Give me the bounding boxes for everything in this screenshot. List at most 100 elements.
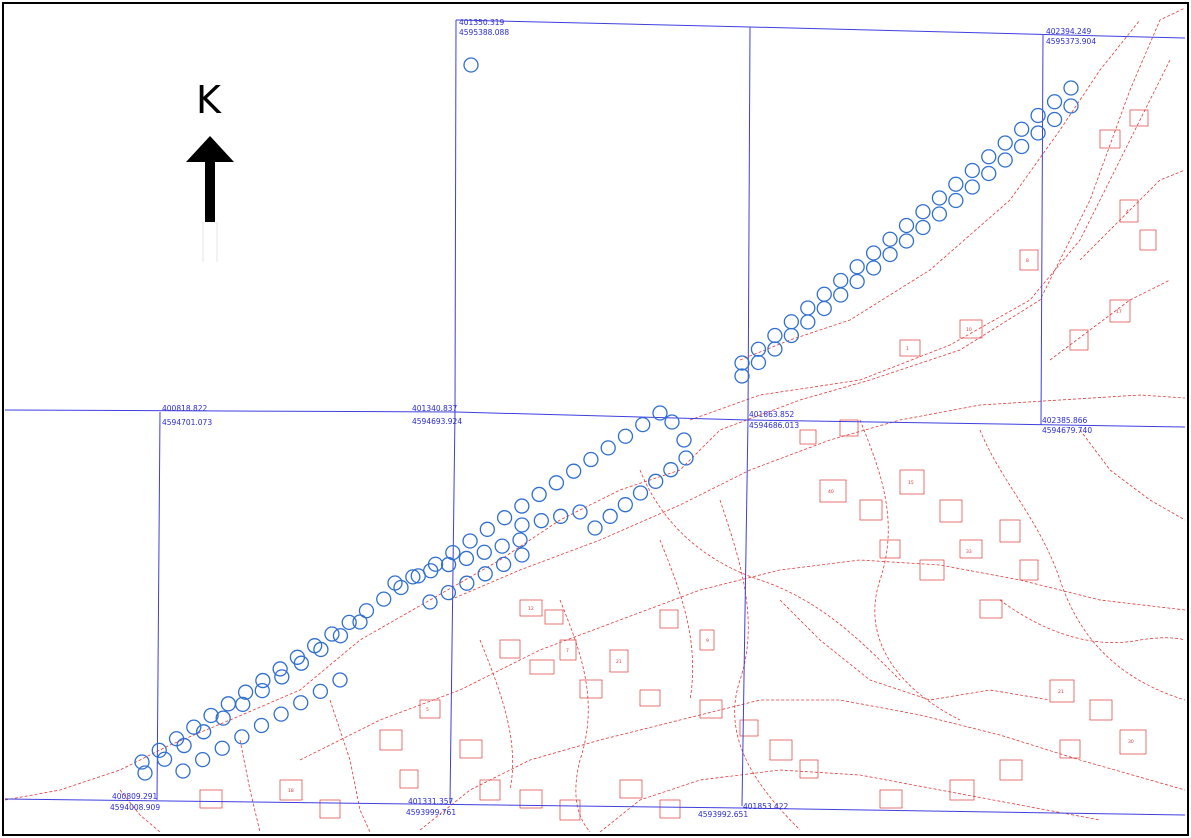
survey-marker [462, 533, 478, 549]
survey-marker [800, 300, 816, 316]
grid-label: 401853.422 [743, 802, 789, 811]
survey-marker [948, 192, 964, 209]
survey-marker [137, 765, 153, 781]
grid-label: 401350.319 [459, 18, 505, 27]
svg-text:17: 17 [1116, 309, 1122, 315]
north-arrow: K [186, 78, 234, 262]
survey-marker [648, 473, 664, 489]
svg-text:12: 12 [528, 606, 534, 612]
survey-marker [898, 217, 915, 234]
survey-marker [882, 246, 898, 263]
grid-label: 4594693.924 [412, 417, 462, 426]
survey-marker [783, 327, 799, 344]
survey-marker [151, 742, 167, 759]
survey-marker [1030, 125, 1046, 141]
survey-marker [663, 462, 679, 478]
survey-marker [865, 260, 882, 276]
survey-marker [617, 428, 634, 444]
survey-marker [678, 450, 694, 466]
survey-marker [898, 233, 915, 249]
survey-marker [915, 219, 931, 236]
svg-text:8: 8 [1026, 258, 1029, 264]
grid-label: 400809.291 [112, 792, 158, 801]
survey-marker [964, 162, 980, 179]
survey-marker [882, 231, 898, 247]
svg-text:18: 18 [288, 788, 294, 794]
grid-label: 4595388.088 [459, 28, 509, 37]
survey-marker [220, 696, 236, 712]
survey-marker [602, 508, 618, 524]
svg-text:33: 33 [966, 549, 972, 555]
survey-marker [931, 190, 948, 206]
survey-marker [676, 432, 692, 448]
survey-marker [324, 626, 340, 642]
survey-marker [767, 327, 783, 344]
survey-marker [981, 149, 997, 165]
survey-marker [750, 341, 767, 357]
survey-marker [734, 368, 750, 384]
grid-label: 402385.866 [1042, 416, 1088, 425]
survey-marker [514, 547, 530, 563]
survey-marker [600, 440, 616, 456]
survey-marker [750, 354, 767, 371]
survey-marker [234, 729, 250, 745]
grid-label: 402394.249 [1046, 27, 1092, 36]
svg-text:21: 21 [1058, 689, 1064, 695]
survey-marker [440, 556, 457, 573]
survey-marker [652, 405, 668, 421]
survey-marker [997, 135, 1013, 151]
grid-label: 4595373.904 [1046, 37, 1096, 46]
survey-marker [553, 508, 569, 524]
survey-marker [254, 682, 270, 699]
survey-marker [332, 628, 349, 644]
svg-text:15: 15 [908, 480, 914, 486]
svg-text:21: 21 [616, 659, 622, 665]
survey-marker [274, 669, 290, 685]
survey-marker [273, 706, 289, 722]
survey-marker [458, 550, 475, 567]
survey-marker [459, 575, 475, 591]
north-letter: K [196, 78, 222, 122]
survey-marker [531, 486, 547, 503]
survey-marker [849, 273, 865, 290]
survey-marker [583, 451, 599, 468]
survey-marker [635, 416, 651, 433]
survey-marker [422, 594, 438, 610]
survey-marker [533, 513, 549, 529]
svg-text:4: 4 [1126, 209, 1129, 215]
survey-marker [176, 737, 192, 754]
survey-marker [313, 641, 329, 658]
survey-marker [134, 754, 150, 770]
grid-label: 4594679.740 [1042, 426, 1092, 435]
survey-marker [358, 603, 375, 619]
survey-marker [816, 286, 832, 302]
survey-marker [617, 497, 633, 513]
survey-marker [664, 414, 680, 430]
survey-marker [1063, 80, 1079, 96]
svg-text:1: 1 [906, 346, 909, 352]
grid-label: 401340.837 [412, 404, 458, 413]
survey-marker [376, 591, 392, 607]
grid-label: 4594701.073 [162, 418, 212, 427]
grid-label: 4594686.013 [749, 421, 799, 430]
survey-marker [865, 245, 882, 261]
svg-text:40: 40 [828, 489, 834, 495]
survey-marker [566, 463, 582, 479]
grid-label: 401863.852 [749, 410, 795, 419]
survey-marker [477, 566, 493, 582]
survey-marker [514, 498, 530, 514]
survey-marker [352, 614, 368, 630]
survey-marker [215, 710, 231, 726]
arrow-up-icon [186, 136, 234, 222]
svg-text:9: 9 [706, 638, 709, 644]
survey-marker [214, 740, 230, 756]
grid-label: 401331.357 [408, 797, 454, 806]
grid-label: 400818.822 [162, 404, 208, 413]
svg-text:10: 10 [966, 327, 972, 333]
grid-label: 4593999.761 [406, 808, 456, 817]
